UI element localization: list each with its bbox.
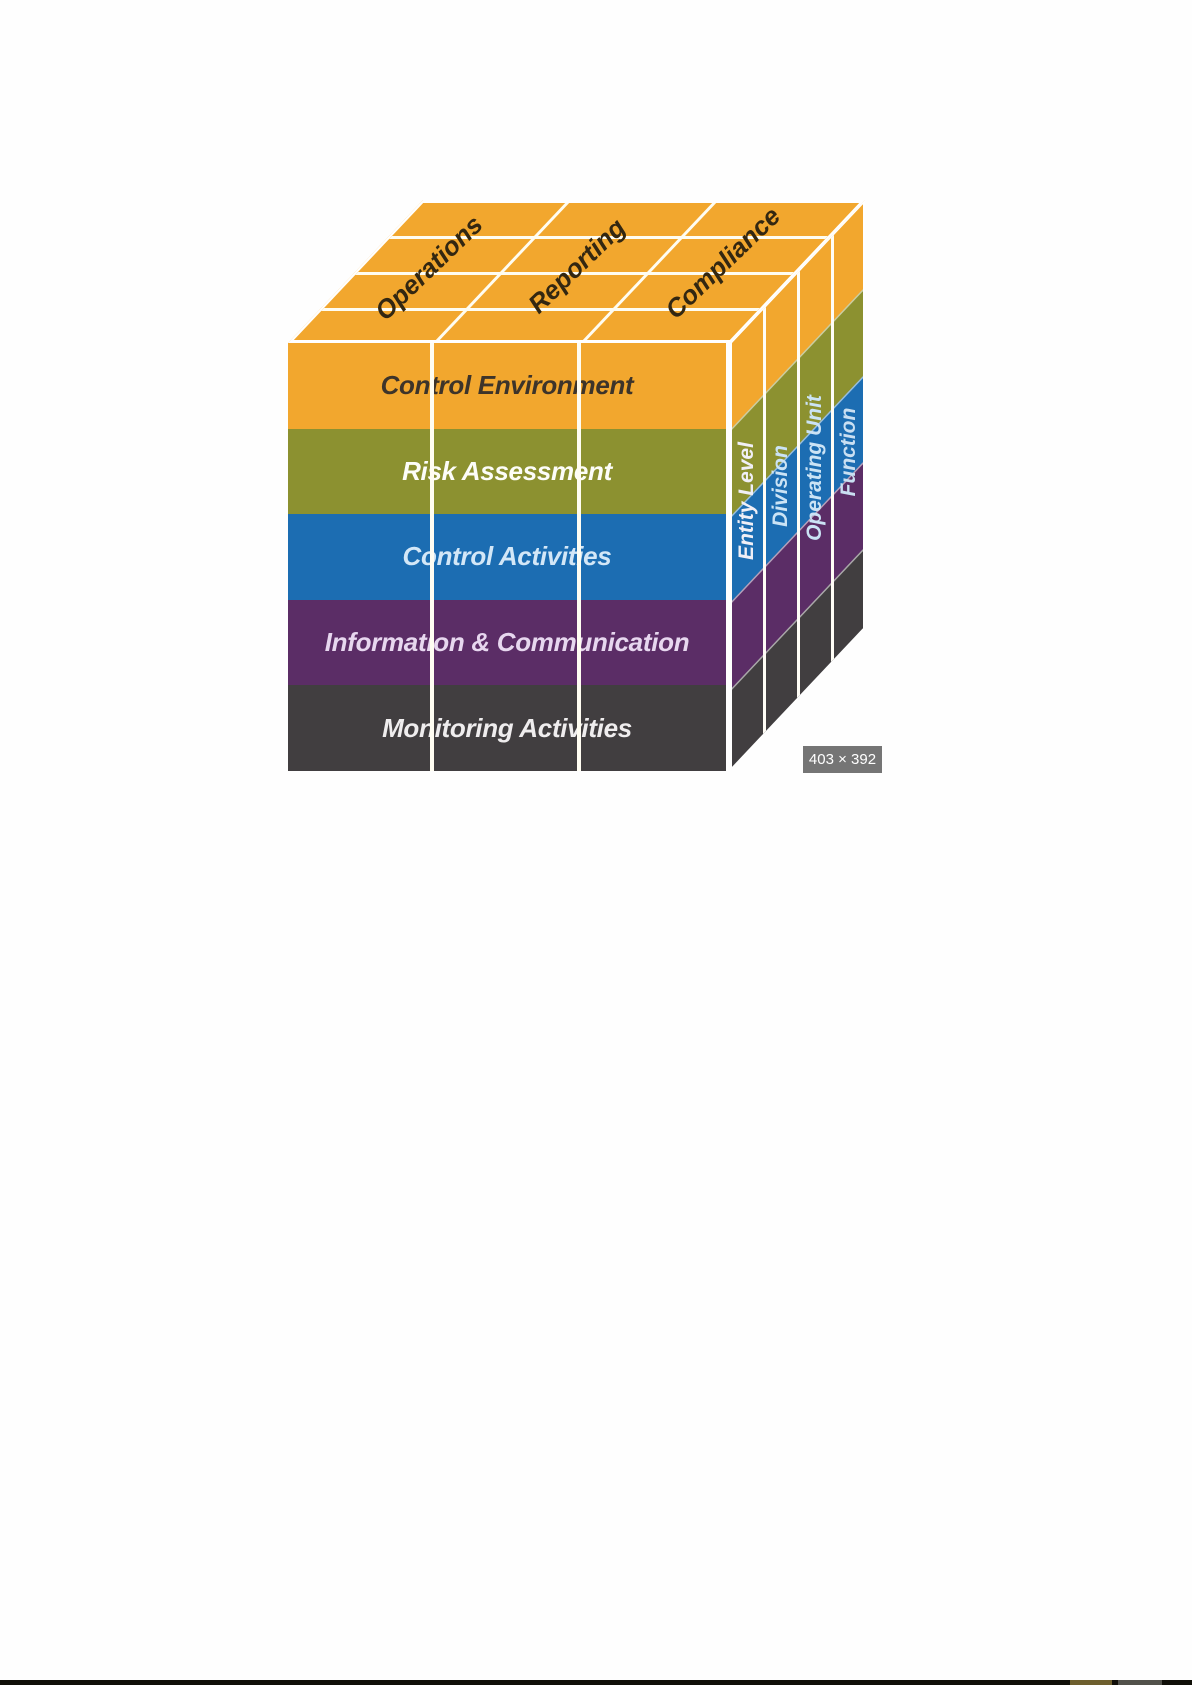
front-face-column-line: [430, 343, 434, 771]
front-row-label: Monitoring Activities: [382, 712, 632, 743]
cube-front-face: Control Environment Risk Assessment Cont…: [288, 343, 730, 771]
front-row-risk-assessment: Risk Assessment: [288, 428, 726, 515]
front-row-label: Control Environment: [380, 370, 634, 401]
side-label-operating-unit: Operating Unit: [803, 395, 826, 541]
side-label-division: Division: [769, 445, 792, 527]
side-face-column-line: [797, 270, 800, 699]
front-row-control-environment: Control Environment: [288, 343, 726, 429]
front-face-column-line: [577, 343, 581, 771]
front-row-monitoring-activities: Monitoring Activities: [288, 685, 726, 771]
bottom-bar-artifact: [1070, 1680, 1112, 1685]
side-label-function: Function: [837, 407, 860, 497]
front-row-information-communication: Information & Communication: [288, 599, 726, 686]
front-row-label: Information & Communication: [324, 627, 690, 658]
side-label-entity-level: Entity Level: [735, 442, 758, 560]
side-face-column-line: [763, 306, 766, 735]
bottom-bar-artifact: [1118, 1680, 1162, 1685]
image-size-badge: 403 × 392: [803, 746, 882, 773]
front-row-label: Control Activities: [402, 541, 612, 572]
bottom-edge-bar: [0, 1680, 1192, 1685]
front-row-control-activities: Control Activities: [288, 514, 726, 600]
side-face-column-line: [831, 234, 834, 663]
